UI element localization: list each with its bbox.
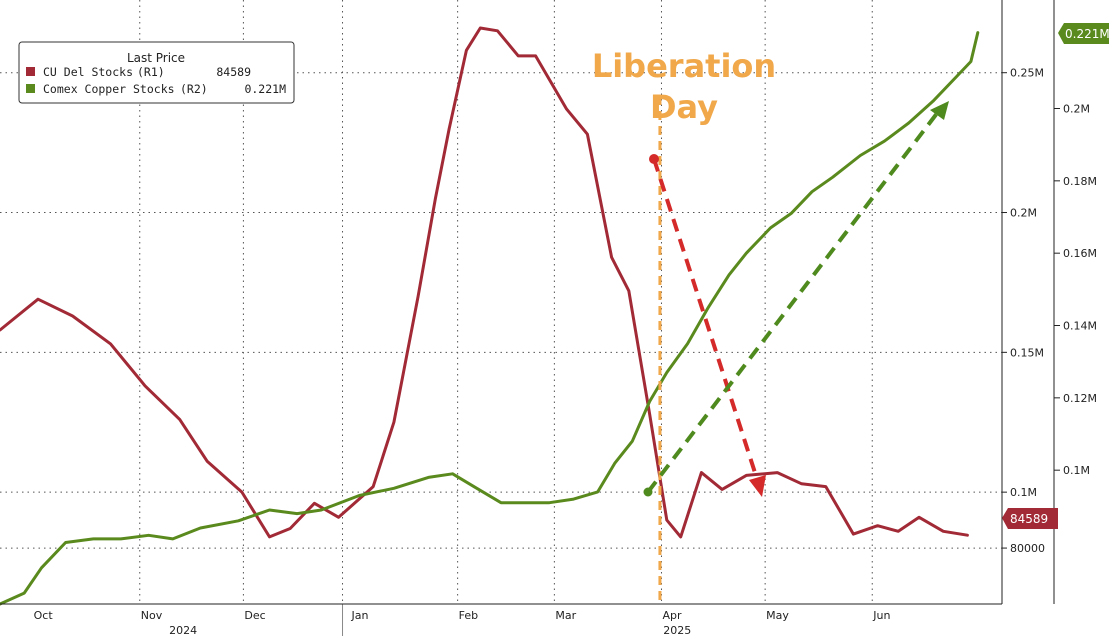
r2-tick-label: 0.18M: [1063, 175, 1097, 188]
grid: [0, 0, 1002, 604]
r2-badge-shape: [1058, 23, 1109, 44]
x-ticks: Oct Nov Dec Jan Feb Mar Apr May Jun 2024 2025: [34, 609, 891, 636]
r1-tick-label: 80000: [1010, 542, 1045, 555]
r2-last-badge: 0.221M: [1058, 23, 1109, 44]
x-year-label: 2024: [169, 624, 197, 636]
legend-value-comex: 0.221M: [244, 82, 286, 96]
x-tick-label: Jun: [872, 609, 890, 622]
r1-badge-shape: [1002, 508, 1058, 529]
series-layer: [0, 26, 980, 606]
r2-tick-label: 0.14M: [1063, 320, 1097, 333]
red-down-arrow: [652, 158, 760, 483]
legend-entry-cu-del: CU Del Stocks (R1) 84589: [26, 65, 251, 79]
legend-box: [18, 41, 295, 104]
green-arrow-head: [930, 101, 949, 120]
annotation-liberation: Liberation: [592, 47, 776, 85]
r2-badge-text: 0.221M: [1065, 27, 1109, 41]
r1-badge-text: 84589: [1010, 512, 1048, 526]
r2-tick-label: 0.12M: [1063, 392, 1097, 405]
legend-axis-cu-del: (R1): [137, 65, 165, 79]
red-arrow-head: [749, 475, 766, 497]
series-line-comex-copper-stocks: [0, 31, 980, 606]
x-tick-label: May: [766, 609, 789, 622]
r2-ticks: 0.1M 0.12M 0.14M 0.16M 0.18M 0.2M: [1054, 103, 1097, 477]
legend-swatch-comex: [26, 84, 35, 93]
legend-value-cu-del: 84589: [216, 65, 251, 79]
legend-swatch-cu-del: [26, 67, 35, 76]
green-up-arrow: [646, 110, 940, 494]
r1-tick-label: 0.15M: [1010, 346, 1044, 359]
r2-tick-label: 0.2M: [1063, 103, 1090, 116]
r1-tick-label: 0.1M: [1010, 486, 1037, 499]
legend-entry-comex: Comex Copper Stocks (R2) 0.221M: [26, 82, 286, 96]
last-price-badges: 0.221M 84589: [1002, 23, 1109, 529]
x-tick-label: Dec: [244, 609, 265, 622]
legend-axis-comex: (R2): [180, 82, 208, 96]
r2-tick-label: 0.1M: [1063, 464, 1090, 477]
legend: Last Price CU Del Stocks (R1) 84589 Come…: [18, 41, 295, 104]
r1-last-badge: 84589: [1002, 508, 1058, 529]
green-arrow-start-dot: [643, 487, 653, 497]
x-tick-label: Feb: [459, 609, 478, 622]
x-tick-label: Apr: [662, 609, 682, 622]
legend-title: Last Price: [127, 51, 185, 65]
x-tick-label: Jan: [351, 609, 369, 622]
annotation-layer: Liberation Day: [592, 47, 776, 604]
series-line-cu-del-stocks: [0, 26, 969, 539]
x-year-label: 2025: [663, 624, 691, 636]
x-tick-label: Nov: [141, 609, 163, 622]
trend-arrows: [643, 101, 949, 497]
x-tick-label: Oct: [34, 609, 54, 622]
r1-tick-label: 0.2M: [1010, 207, 1037, 220]
legend-name-comex: Comex Copper Stocks: [43, 82, 175, 96]
r2-tick-label: 0.16M: [1063, 247, 1097, 260]
r1-tick-label: 0.25M: [1010, 67, 1044, 80]
r1-ticks: 80000 0.1M 0.15M 0.2M 0.25M: [1002, 67, 1045, 555]
x-tick-label: Mar: [555, 609, 576, 622]
annotation-day: Day: [650, 88, 718, 126]
red-arrow-start-dot: [649, 154, 659, 164]
legend-name-cu-del: CU Del Stocks: [43, 65, 133, 79]
